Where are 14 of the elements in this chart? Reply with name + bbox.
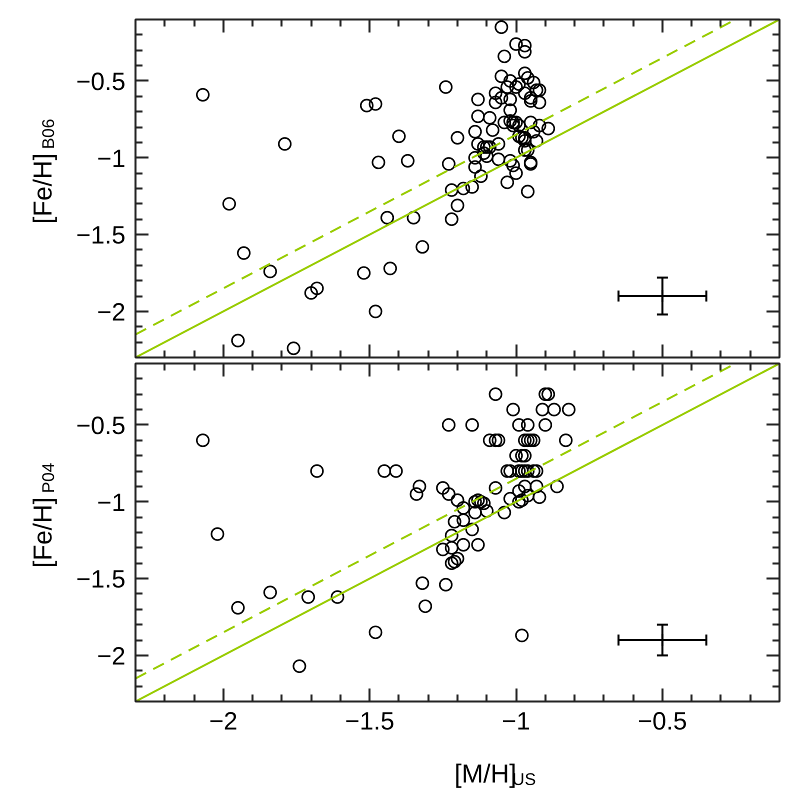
y-tick-label: −0.5 xyxy=(76,68,126,96)
x-tick-label: −0.5 xyxy=(638,708,688,736)
y-tick-label: −2 xyxy=(96,642,126,670)
y-axis-title: [Fe/H]B06 xyxy=(28,118,58,224)
y-tick-label: −1.5 xyxy=(76,566,126,594)
x-tick-label: −1.5 xyxy=(345,708,394,736)
y-tick-label: −1 xyxy=(96,144,126,173)
x-tick-label: −2 xyxy=(209,708,238,736)
y-axis-title: [Fe/H]P04 xyxy=(28,462,58,568)
y-tick-label: −0.5 xyxy=(76,412,126,440)
y-tick-label: −1 xyxy=(96,488,126,517)
y-tick-label: −1.5 xyxy=(76,222,126,250)
x-tick-label: −1 xyxy=(502,708,530,736)
y-tick-label: −2 xyxy=(96,298,126,326)
